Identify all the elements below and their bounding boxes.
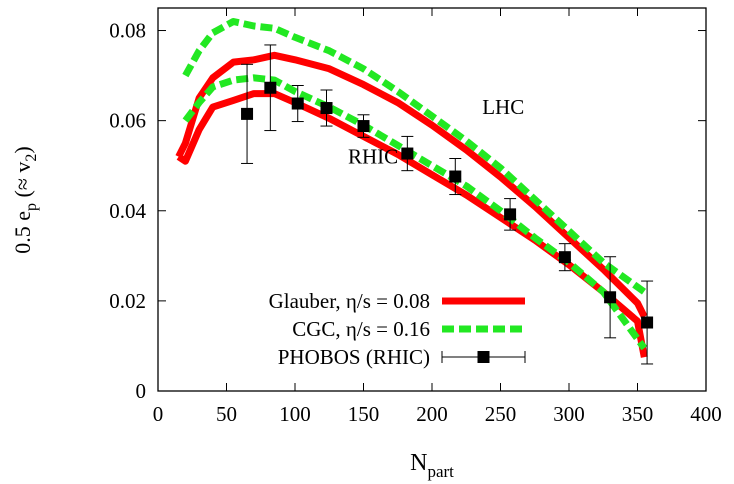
data-point <box>264 44 277 132</box>
x-tick-label: 400 <box>690 402 722 426</box>
y-axis-label: 0.5 ep (≈ v2) <box>10 146 40 254</box>
point-marker <box>558 251 571 264</box>
data-point <box>401 135 414 172</box>
annotation-lhc: LHC <box>482 95 524 119</box>
data-point <box>320 89 333 127</box>
legend-label: Glauber, η/s = 0.08 <box>269 289 430 313</box>
point-marker <box>241 107 254 120</box>
x-tick-label: 50 <box>216 402 237 426</box>
y-tick-label: 0.06 <box>109 109 146 133</box>
point-marker <box>641 316 654 329</box>
series-line-glauber_lhc <box>175 51 648 319</box>
x-tick-label: 250 <box>485 402 517 426</box>
x-tick-label: 300 <box>553 402 585 426</box>
x-tick-label: 200 <box>416 402 448 426</box>
annotations: LHC RHIC <box>348 95 524 169</box>
point-marker <box>291 97 304 110</box>
x-tick-label: 0 <box>153 402 164 426</box>
x-tick-label: 350 <box>622 402 654 426</box>
x-tick-label: 150 <box>348 402 380 426</box>
point-marker <box>449 170 462 183</box>
series-line-cgc_lhc <box>182 18 647 295</box>
y-tick-label: 0.02 <box>109 289 146 313</box>
legend-label: CGC, η/s = 0.16 <box>292 317 430 341</box>
y-tick-label: 0 <box>136 379 147 403</box>
legend-marker <box>477 351 490 363</box>
data-point <box>291 85 304 123</box>
y-tick-label: 0.08 <box>109 19 146 43</box>
legend-label: PHOBOS (RHIC) <box>278 345 430 369</box>
legend: Glauber, η/s = 0.08 CGC, η/s = 0.16 PHOBOS… <box>269 289 526 369</box>
data-point <box>641 280 654 365</box>
data-point <box>357 114 370 138</box>
point-marker <box>401 147 414 160</box>
phobos-points <box>241 44 654 365</box>
x-tick-label: 100 <box>279 402 311 426</box>
x-axis-label: Npart <box>410 450 454 481</box>
y-tick-label: 0.04 <box>109 199 146 223</box>
point-marker <box>604 291 617 304</box>
data-point <box>449 157 462 196</box>
point-marker <box>320 102 333 115</box>
plot-frame <box>157 7 707 392</box>
data-point <box>241 63 254 164</box>
data-point <box>558 243 571 272</box>
axis-ticks: 0 50 100 150 200 250 300 350 400 0 0.02 0.04 0.06 0.0… <box>109 8 722 426</box>
annotation-rhic: RHIC <box>348 144 398 168</box>
data-point <box>504 198 517 231</box>
point-marker <box>357 120 370 133</box>
point-marker <box>504 208 517 221</box>
data-point <box>604 256 617 339</box>
point-marker <box>264 81 277 94</box>
